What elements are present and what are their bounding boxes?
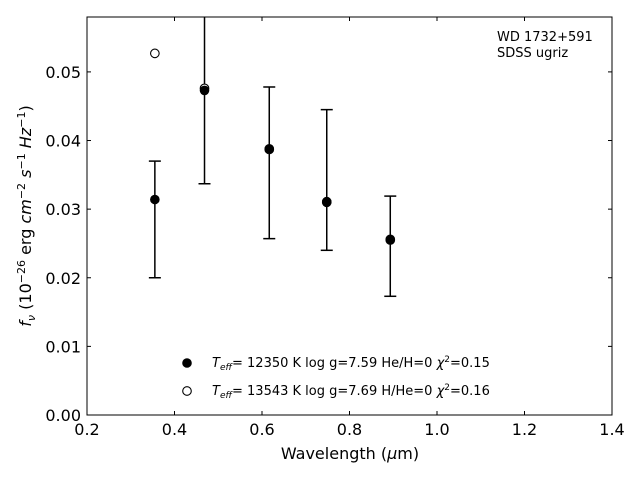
legend-label-open: Teff= 13543 K log g=7.69 H/He=0 χ2=0.16 [212, 383, 490, 401]
plot-frame [86, 16, 613, 416]
filled-point [150, 194, 160, 205]
x-tick-label: 1.2 [512, 420, 537, 439]
x-tick-label: 0.8 [337, 420, 362, 439]
legend-marker-filled [182, 358, 192, 368]
filled-point [321, 196, 332, 207]
legend: Teff= 12350 K log g=7.59 He/H=0 χ2=0.15 … [182, 355, 490, 401]
annotation-survey: SDSS ugriz [497, 46, 568, 61]
axis-ticks [86, 17, 613, 416]
y-tick-label: 0.04 [45, 132, 81, 151]
filled-point [199, 85, 210, 96]
y-tick-label: 0.03 [45, 200, 81, 219]
x-tick-label: 0.4 [162, 420, 187, 439]
x-tick-label: 1.4 [599, 420, 624, 439]
legend-marker-open [182, 386, 192, 396]
y-tick-label: 0.05 [45, 63, 81, 82]
filled-point [264, 143, 275, 154]
x-tick-label: 0.6 [249, 420, 274, 439]
y-axis-label: fν (10−26 erg cm−2 s−1 Hz−1) [15, 105, 38, 326]
filled-point [385, 234, 396, 245]
y-tick-label: 0.00 [45, 406, 81, 425]
x-axis-label: Wavelength (μm) [281, 444, 419, 463]
y-tick-label: 0.01 [45, 337, 81, 356]
y-tick-label: 0.02 [45, 269, 81, 288]
x-tick-label: 0.2 [74, 420, 99, 439]
legend-label-filled: Teff= 12350 K log g=7.59 He/H=0 χ2=0.15 [212, 355, 490, 373]
x-tick-label: 1.0 [424, 420, 449, 439]
open-point [150, 48, 160, 59]
y-tick-labels: 0.00 0.01 0.02 0.03 0.04 0.05 [45, 63, 81, 425]
x-tick-labels: 0.2 0.4 0.6 0.8 1.0 1.2 1.4 [74, 420, 624, 439]
data-layer [148, 17, 397, 298]
annotation-object: WD 1732+591 [497, 30, 593, 45]
